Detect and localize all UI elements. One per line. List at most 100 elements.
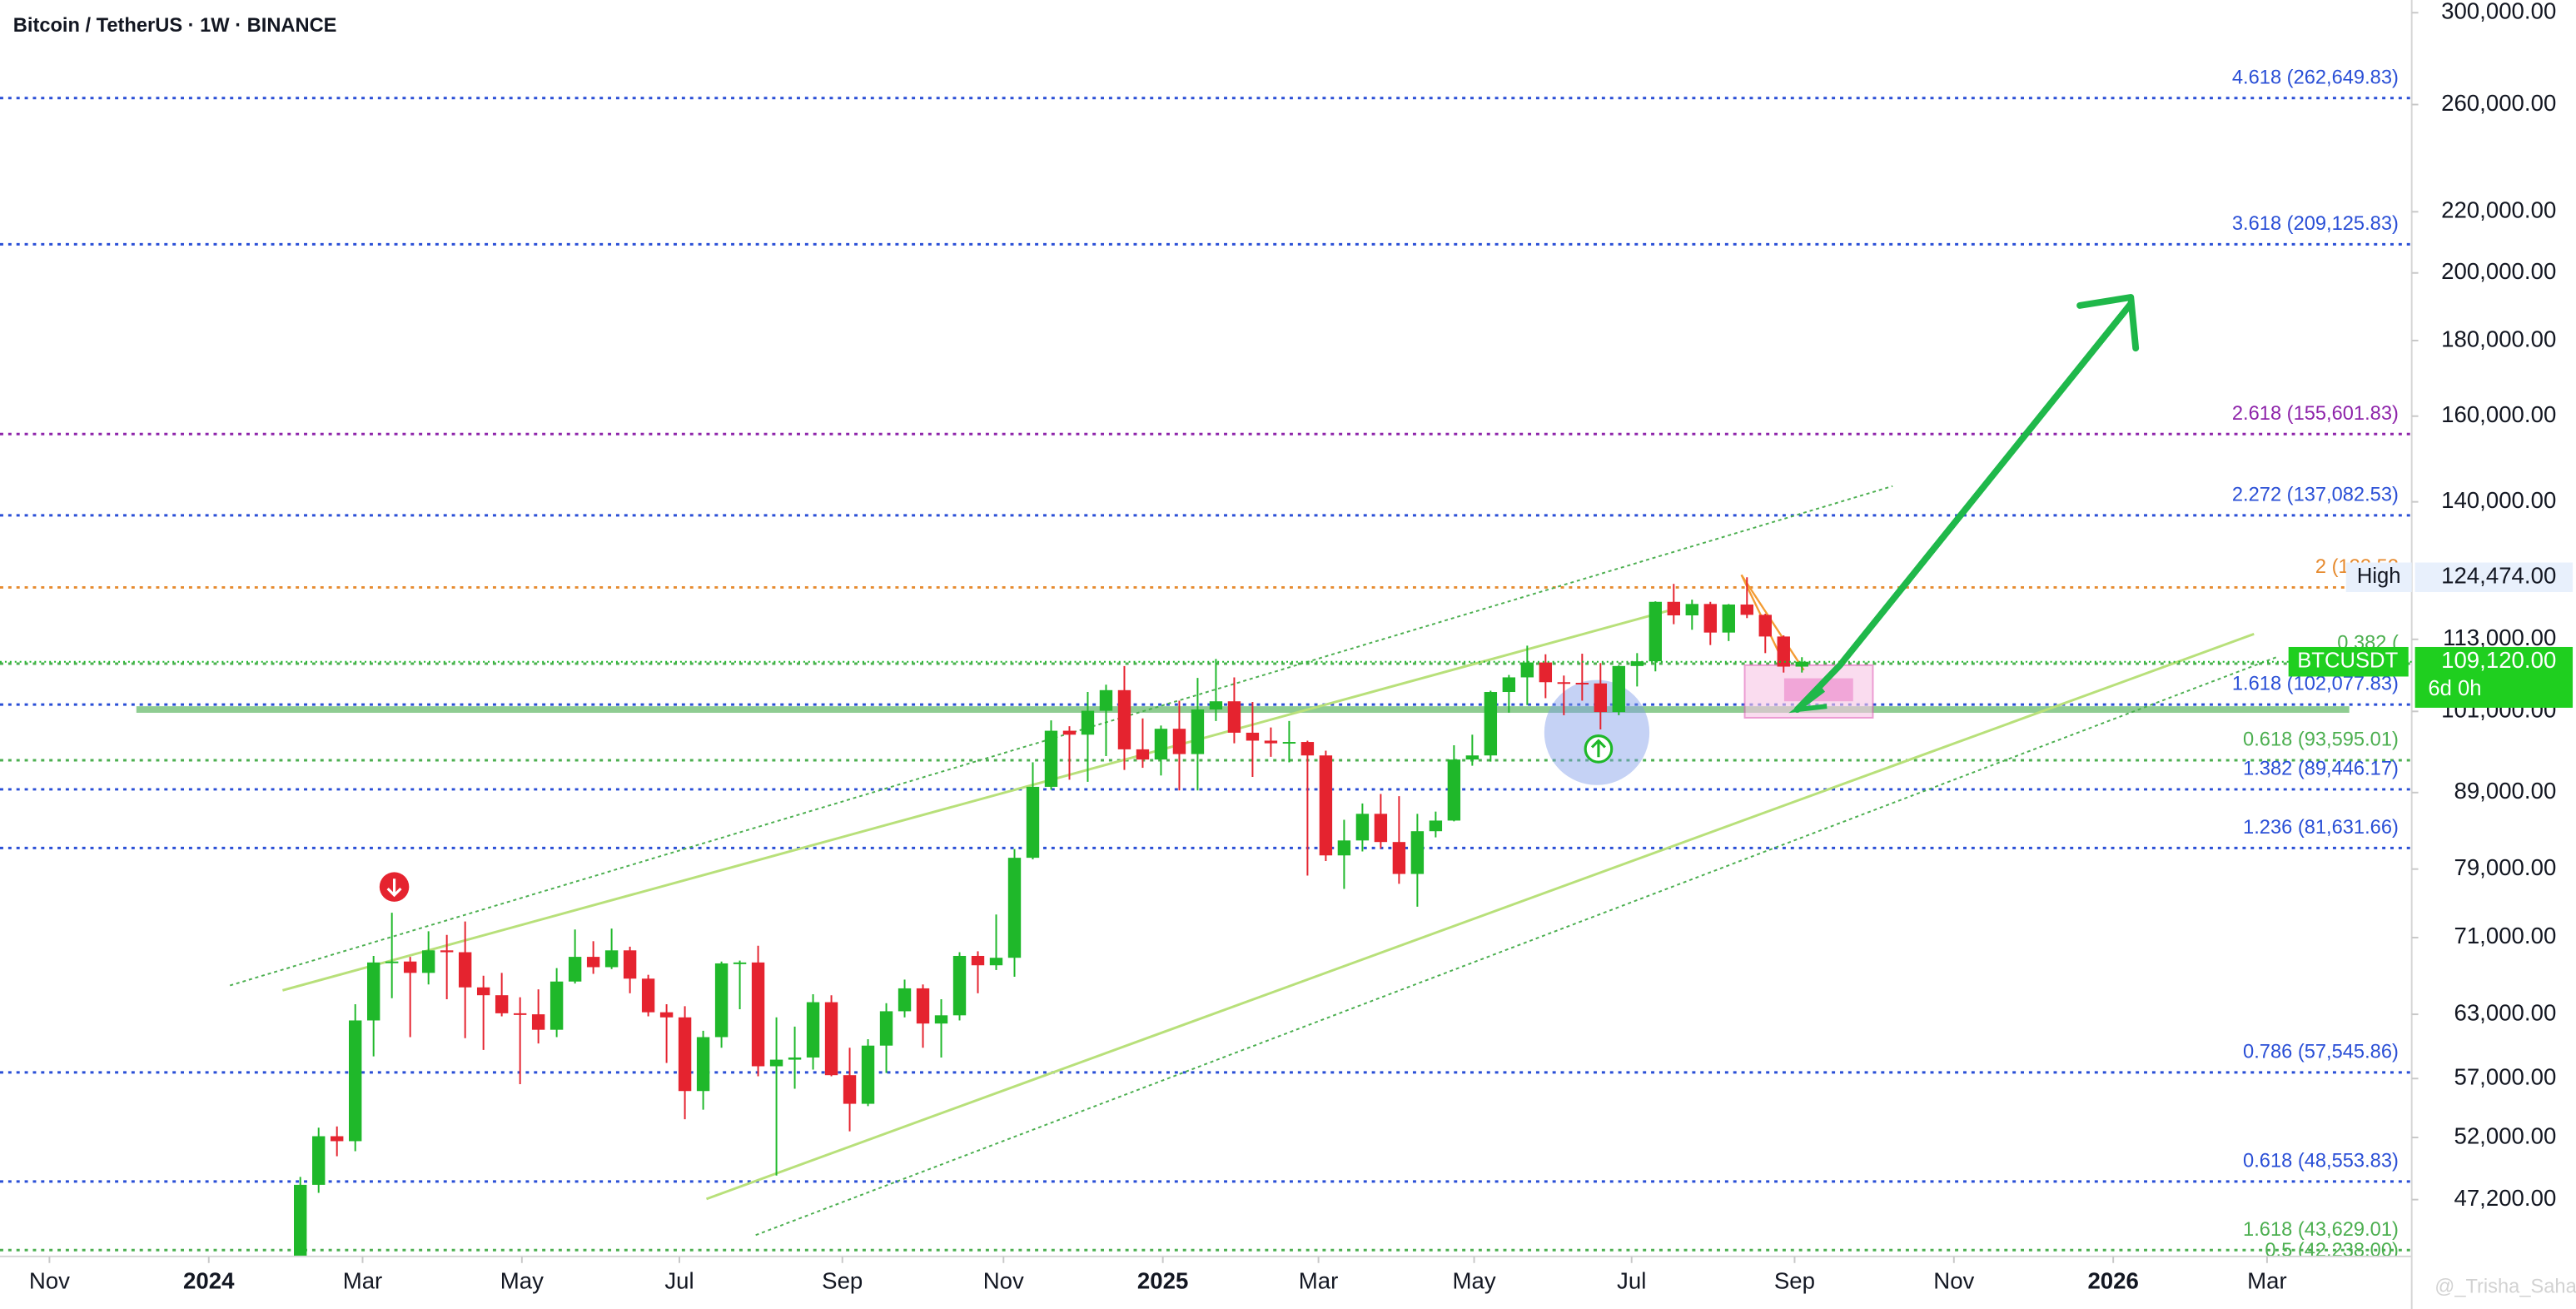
high-value-bg <box>2414 562 2574 593</box>
candle-body <box>843 1075 857 1104</box>
candle-body <box>1172 729 1186 754</box>
high-label-bg <box>2345 562 2412 593</box>
y-tick-label: 200,000.00 <box>2441 258 2556 284</box>
candle-body <box>1081 710 1095 735</box>
channel-line <box>755 656 2278 1237</box>
candle-body <box>513 1013 527 1015</box>
candle-body <box>550 981 564 1030</box>
buy-arrow <box>1590 739 1606 758</box>
candle-body <box>1026 786 1040 859</box>
x-tick-label: 2025 <box>1137 1268 1188 1294</box>
candle-body <box>1392 842 1406 874</box>
forecast-arrow <box>1793 300 2135 714</box>
channel-line <box>705 632 2255 1201</box>
candle-body <box>1557 682 1571 684</box>
candle-body <box>1044 730 1058 787</box>
high-label: High <box>2357 565 2401 588</box>
channel-line <box>282 610 1668 992</box>
candle-body <box>952 955 967 1016</box>
y-tick-label: 71,000.00 <box>2454 923 2556 948</box>
symbol-tag: BTCUSDT <box>2297 649 2398 672</box>
candle-body <box>824 1002 838 1076</box>
arrow-head <box>2076 294 2140 352</box>
candle-body <box>1594 683 1608 713</box>
y-tick-label: 180,000.00 <box>2441 326 2556 351</box>
y-tick-label: 57,000.00 <box>2454 1064 2556 1090</box>
candle-body <box>861 1045 875 1104</box>
fib-label: 0.618 (48,553.83) <box>2243 1150 2399 1172</box>
candle-body <box>806 1002 820 1058</box>
x-tick-label: Mar <box>343 1268 383 1294</box>
candle-body <box>1795 661 1808 667</box>
candle-body <box>312 1136 326 1185</box>
fib-label: 1.382 (89,446.17) <box>2243 759 2399 780</box>
time-axis-area <box>0 1256 2576 1309</box>
candle-body <box>1539 662 1553 683</box>
x-tick-label: Sep <box>1774 1268 1815 1294</box>
sell-arrow <box>386 878 402 898</box>
candle-body <box>1758 615 1772 637</box>
candle-body <box>1300 742 1315 756</box>
y-tick-label: 79,000.00 <box>2454 854 2556 880</box>
x-tick-label: 2026 <box>2087 1268 2138 1294</box>
candle-body <box>1630 661 1644 666</box>
y-tick-label: 160,000.00 <box>2441 401 2556 427</box>
candle-body <box>1191 709 1205 754</box>
candle-body <box>476 987 490 996</box>
candle-body <box>1264 740 1278 744</box>
candle-body <box>403 961 417 973</box>
candle-body <box>1282 742 1296 744</box>
candle-body <box>1227 701 1241 733</box>
axes: 300,000.00 260,000.00 220,000.00 200,000.00… <box>29 0 2556 1294</box>
candle-body <box>714 963 729 1038</box>
candle-body <box>1429 820 1443 832</box>
candle-body <box>1319 755 1333 856</box>
candle-body <box>1484 692 1498 756</box>
y-tick-label: 89,000.00 <box>2454 778 2556 804</box>
candle-body <box>751 962 765 1067</box>
x-tick-label: Mar <box>2247 1268 2287 1294</box>
x-tick-label: 2024 <box>183 1268 235 1294</box>
y-tick-label: 140,000.00 <box>2441 487 2556 513</box>
candles <box>294 577 1808 1271</box>
wedge-line <box>1740 574 1805 671</box>
last-price: 109,120.00 <box>2441 647 2556 673</box>
candle-body <box>916 988 930 1024</box>
x-tick-label: Jul <box>664 1268 694 1294</box>
candle-body <box>1777 636 1790 667</box>
candle-body <box>1722 604 1735 633</box>
x-tick-label: May <box>500 1268 544 1294</box>
candle-body <box>1209 701 1223 710</box>
candle-body <box>1337 840 1351 856</box>
candle-body <box>879 1011 893 1046</box>
candle-body <box>1447 759 1461 821</box>
candle-body <box>495 995 509 1013</box>
candle-body <box>788 1057 802 1060</box>
fib-label: 4.618 (262,649.83) <box>2232 67 2399 88</box>
candle-body <box>659 1012 674 1018</box>
x-tick-label: Nov <box>1933 1268 1974 1294</box>
x-tick-label: Nov <box>29 1268 70 1294</box>
y-tick-label: 300,000.00 <box>2441 0 2556 24</box>
candle-body <box>1062 730 1077 735</box>
candle-body <box>1465 755 1479 760</box>
candle-body <box>1740 604 1753 615</box>
candle-body <box>1099 689 1113 711</box>
candle-body <box>1246 732 1260 741</box>
candle-body <box>678 1017 692 1092</box>
fib-label: 2.618 (155,601.83) <box>2232 403 2399 425</box>
candle-body <box>934 1015 948 1024</box>
candle-body <box>568 957 582 982</box>
y-tick-label: 113,000.00 <box>2443 625 2556 650</box>
candle-body <box>733 962 747 964</box>
candle-body <box>331 1136 344 1142</box>
candle-body <box>586 957 600 968</box>
countdown: 6d 0h <box>2428 677 2481 700</box>
y-tick-label: 260,000.00 <box>2441 90 2556 116</box>
x-tick-label: May <box>1452 1268 1495 1294</box>
x-tick-label: Sep <box>822 1268 863 1294</box>
candle-body <box>989 958 1003 966</box>
candle-body <box>1649 601 1663 662</box>
